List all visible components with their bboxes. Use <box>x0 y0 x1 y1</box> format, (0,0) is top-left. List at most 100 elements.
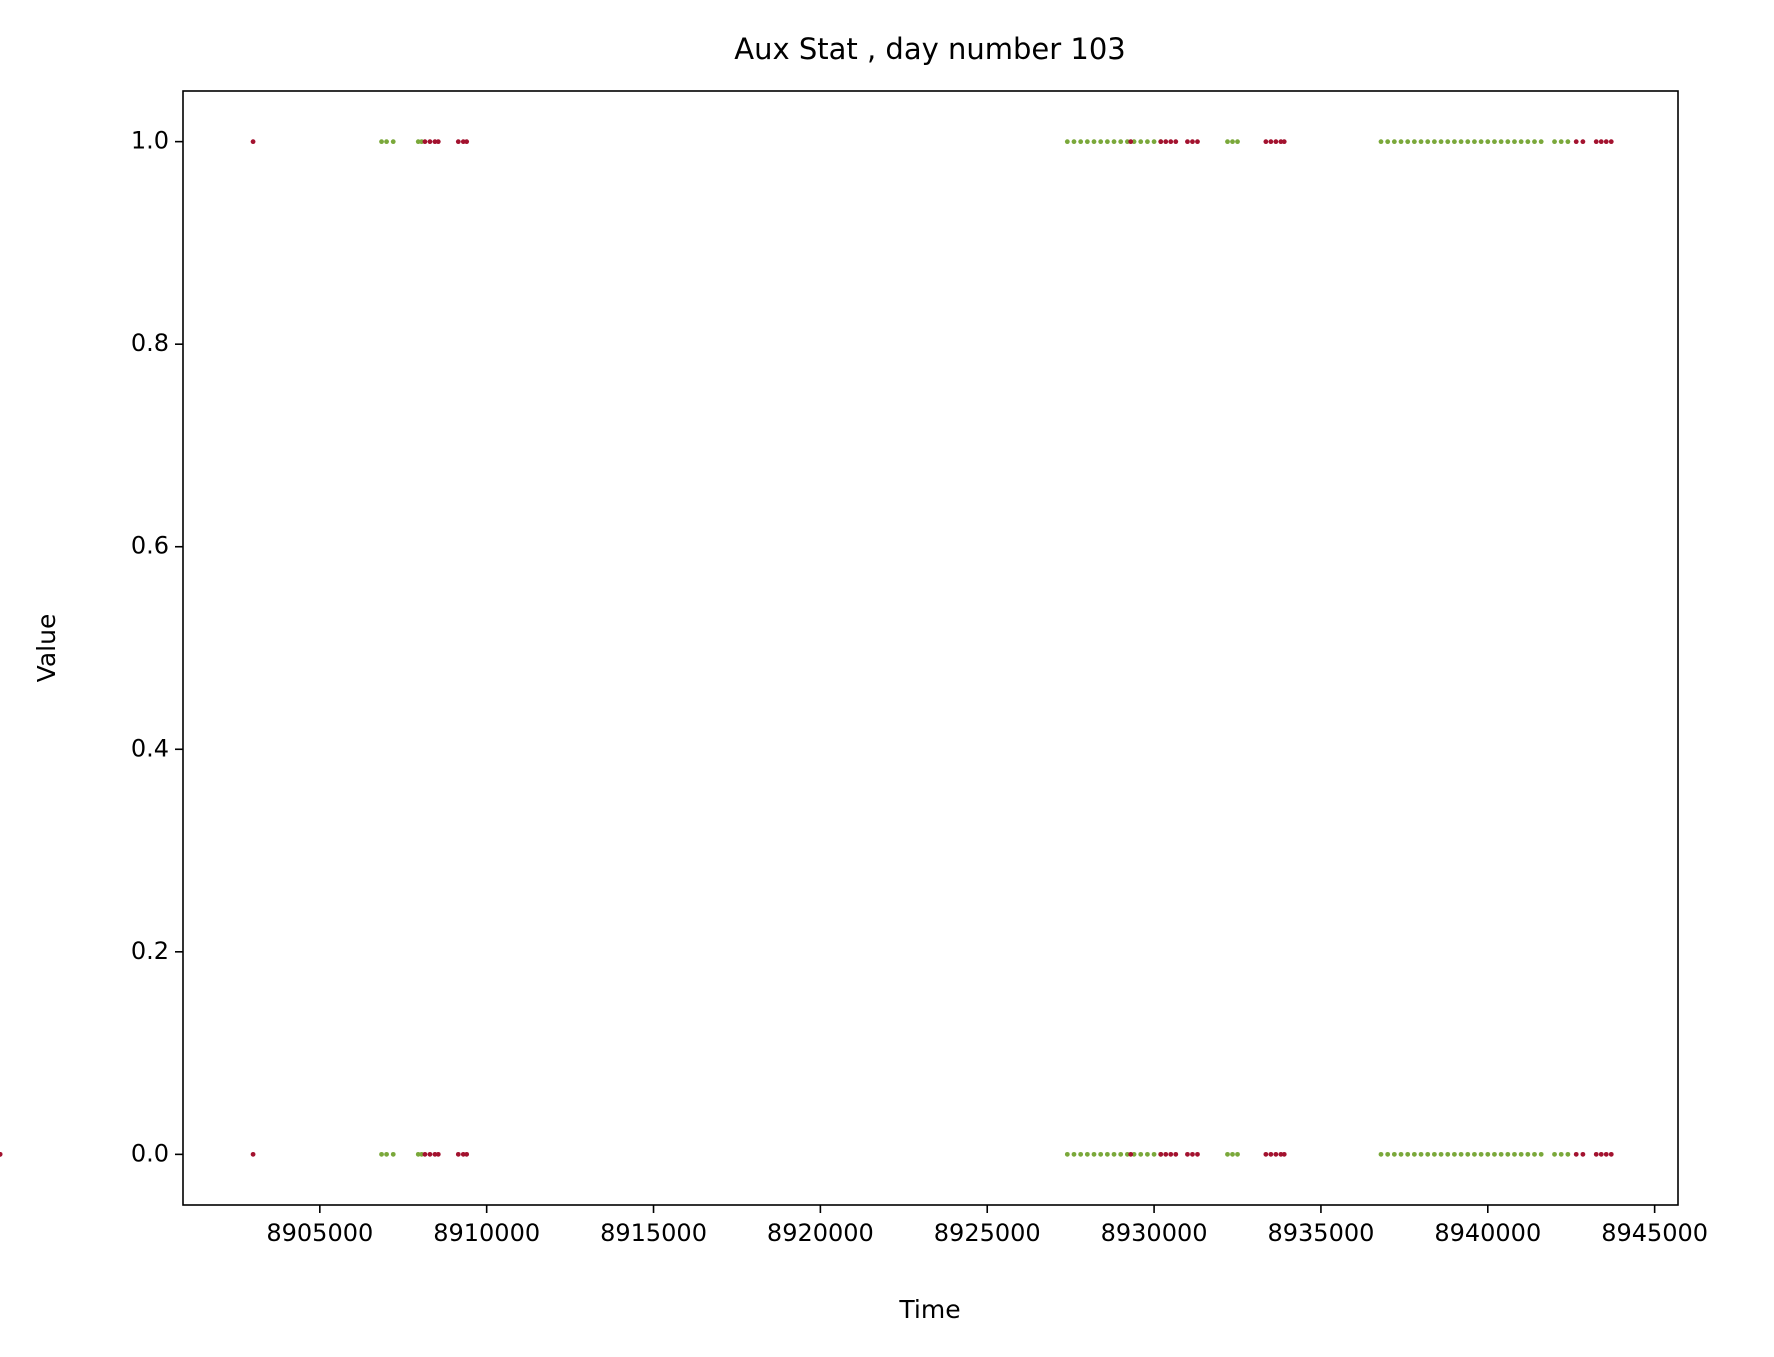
point <box>1281 139 1287 145</box>
point <box>415 139 421 145</box>
point <box>1458 139 1464 145</box>
point <box>1425 1151 1431 1157</box>
point <box>379 1151 384 1157</box>
point <box>1498 139 1504 145</box>
point <box>1104 1151 1110 1157</box>
point <box>1438 1151 1444 1157</box>
point <box>1278 139 1284 145</box>
point <box>1558 139 1564 145</box>
point <box>1263 139 1269 145</box>
point <box>1071 139 1077 145</box>
point <box>1565 1151 1571 1157</box>
y-axis-label: Value <box>32 614 61 683</box>
point <box>1158 139 1164 145</box>
point <box>1411 1151 1417 1157</box>
point <box>427 1151 433 1157</box>
point <box>1445 139 1451 145</box>
point <box>419 139 424 145</box>
point <box>1128 1151 1134 1157</box>
point <box>1598 139 1604 145</box>
point <box>1398 139 1404 145</box>
x-tick-label: 8925000 <box>934 1219 1041 1247</box>
point <box>1098 139 1104 145</box>
point <box>1078 1151 1084 1157</box>
point <box>1185 1151 1190 1157</box>
point <box>1472 1151 1477 1157</box>
point <box>1225 1151 1230 1157</box>
point <box>1145 1151 1150 1157</box>
point <box>1163 1151 1169 1157</box>
point <box>1608 1151 1614 1157</box>
point <box>435 1151 441 1157</box>
point <box>0 1151 3 1157</box>
x-tick-label: 8905000 <box>266 1219 373 1247</box>
point <box>1091 1151 1097 1157</box>
point <box>1593 139 1599 145</box>
point <box>1405 139 1411 145</box>
point <box>432 139 438 145</box>
point <box>1452 139 1457 145</box>
point <box>1084 139 1090 145</box>
point <box>1385 1151 1391 1157</box>
point <box>1485 139 1491 145</box>
point <box>1418 1151 1424 1157</box>
point <box>1111 139 1117 145</box>
y-tick-label: 0.4 <box>131 734 169 762</box>
point <box>1498 1151 1504 1157</box>
y-tick-label: 0.8 <box>131 329 169 357</box>
point <box>1138 139 1144 145</box>
point <box>1525 139 1531 145</box>
point <box>1538 139 1544 145</box>
y-tick-label: 0.0 <box>131 1139 169 1167</box>
point <box>1505 139 1511 145</box>
point <box>1098 1151 1104 1157</box>
point <box>1163 139 1169 145</box>
point <box>1525 1151 1531 1157</box>
point <box>1505 1151 1511 1157</box>
point <box>1518 139 1524 145</box>
point <box>415 1151 421 1157</box>
point <box>1512 139 1517 145</box>
point <box>1532 139 1537 145</box>
point <box>1411 139 1417 145</box>
point <box>390 139 396 145</box>
point <box>1273 139 1279 145</box>
point <box>1552 139 1557 145</box>
point <box>250 139 256 145</box>
point <box>1478 139 1484 145</box>
x-tick-label: 8945000 <box>1601 1219 1708 1247</box>
y-tick-label: 0.2 <box>131 937 169 965</box>
point <box>1532 1151 1537 1157</box>
point <box>1268 1151 1274 1157</box>
point <box>1195 1151 1200 1157</box>
point <box>1445 1151 1451 1157</box>
point <box>1538 1151 1544 1157</box>
point <box>1573 139 1579 145</box>
point <box>1064 139 1070 145</box>
point <box>464 1151 470 1157</box>
point <box>1173 1151 1179 1157</box>
point <box>1398 1151 1404 1157</box>
point <box>435 139 441 145</box>
point <box>1158 1151 1164 1157</box>
point <box>1385 139 1391 145</box>
x-tick-label: 8920000 <box>767 1219 874 1247</box>
point <box>1091 139 1097 145</box>
point <box>1190 139 1195 145</box>
point <box>1235 139 1240 145</box>
point <box>1603 1151 1609 1157</box>
point <box>1558 1151 1564 1157</box>
point <box>1235 1151 1240 1157</box>
point <box>1431 1151 1437 1157</box>
point <box>1168 1151 1174 1157</box>
point <box>1472 139 1477 145</box>
point <box>379 139 384 145</box>
point <box>422 139 428 145</box>
x-axis-label: Time <box>898 1295 960 1324</box>
point <box>1278 1151 1284 1157</box>
point <box>1151 1151 1157 1157</box>
point <box>1118 139 1124 145</box>
point <box>422 1151 428 1157</box>
point <box>1230 139 1235 145</box>
